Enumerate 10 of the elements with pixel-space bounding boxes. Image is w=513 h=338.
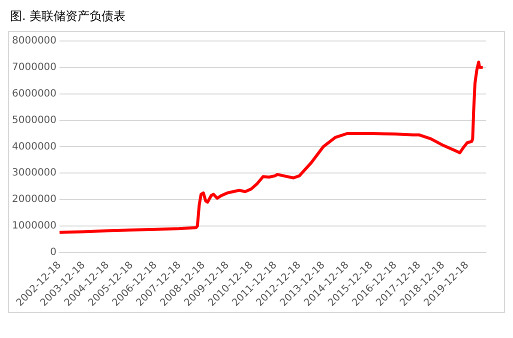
y-tick-label: 8000000	[12, 36, 57, 47]
y-tick-label: 4000000	[12, 141, 57, 152]
chart-title: 图. 美联储资产负债表	[10, 8, 127, 25]
y-tick-label: 6000000	[12, 88, 57, 100]
y-tick-label: 5000000	[12, 114, 57, 126]
y-tick-label: 2000000	[12, 194, 57, 206]
y-tick-label: 0	[50, 247, 57, 258]
y-tick-label: 1000000	[12, 220, 57, 232]
y-tick-label: 7000000	[12, 62, 57, 74]
y-tick-label: 3000000	[12, 168, 57, 179]
